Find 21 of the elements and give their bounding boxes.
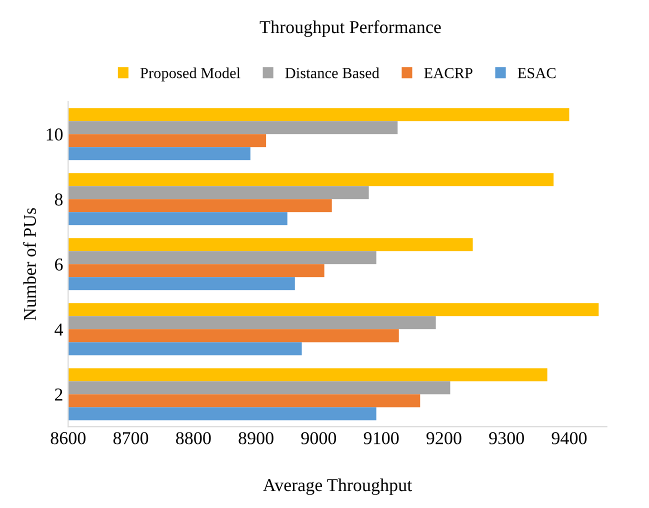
legend-label: EACRP [424, 68, 472, 78]
x-tick-label: 8900 [238, 432, 274, 444]
y-axis-title: Number of PUs [23, 208, 36, 320]
x-tick-label: 9200 [426, 432, 462, 444]
x-tick-label: 9000 [301, 432, 336, 444]
x-tick-label: 8600 [50, 432, 86, 444]
x-tick-label: 9300 [489, 432, 524, 444]
x-tick-label: 9400 [552, 432, 587, 444]
x-tick-label: 8800 [176, 432, 211, 444]
x-tick-label: 9100 [364, 432, 399, 444]
y-tick-label: 6 [55, 258, 63, 271]
y-tick-label: 8 [54, 193, 63, 206]
legend-label: ESAC [518, 68, 556, 78]
y-tick-label: 2 [55, 388, 62, 400]
chart-title: Throughput Performance [260, 20, 441, 37]
y-tick-label: 4 [54, 324, 63, 336]
legend-label: Proposed Model [140, 67, 240, 82]
x-tick-label: 8700 [113, 432, 148, 444]
y-tick-label: 10 [46, 128, 63, 141]
legend-label: Distance Based [285, 67, 380, 78]
x-axis-title: Average Throughput [263, 478, 412, 495]
